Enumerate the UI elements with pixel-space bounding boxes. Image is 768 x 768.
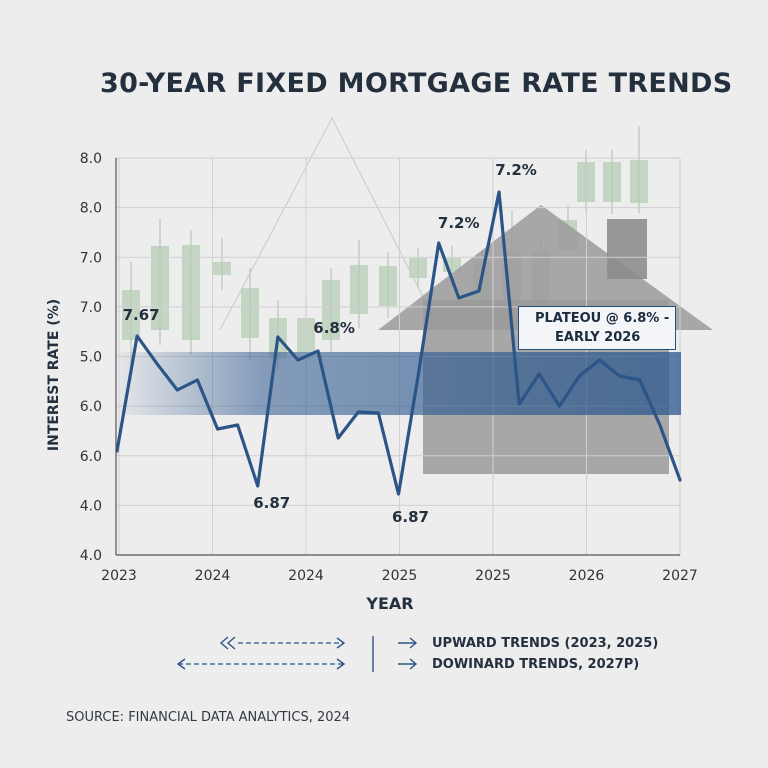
candle-body [350,265,368,314]
house-chimney [607,219,647,279]
data-label: 7.2% [438,214,480,232]
data-label: 6.8% [313,319,355,337]
chevron-left-icon [226,636,236,650]
y-tick-label: 4.0 [80,548,102,564]
candle-body [630,160,648,203]
annotation-line-1: PLATEOU @ 6.8% - [535,311,670,326]
data-label: 7.67 [123,306,160,324]
chevron-left-icon [219,636,229,650]
y-tick-label: 4.0 [80,498,102,514]
y-tick-label: 7.0 [80,250,102,266]
candle-body [322,280,340,340]
y-tick-label: 8.0 [80,151,102,167]
house-roof [378,205,713,330]
candle-body [379,266,397,306]
data-label: 6.87 [392,508,429,526]
annotation-line-2: EARLY 2026 [555,330,641,345]
candle-body [151,246,169,330]
x-axis-title: YEAR [365,594,413,613]
decor-triangle [219,116,441,331]
candle-body [603,162,621,202]
legend-upward-label: UPWARD TRENDS (2023, 2025) [432,636,659,651]
plateau-annotation: PLATEOU @ 6.8% - EARLY 2026 [518,306,676,350]
candle-body [409,258,427,278]
data-label: 7.2% [495,161,537,179]
x-tick-label: 2024 [195,568,231,584]
chart-title: 30-YEAR FIXED MORTGAGE RATE TRENDS [100,68,733,99]
legend-downward-label: DOWINARD TRENDS, 2027P) [432,657,640,672]
arrow-right-icon [336,658,346,670]
x-tick-label: 2023 [101,568,137,584]
y-axis-title: INTEREST RATE (%) [46,299,62,451]
arrow-right-icon [409,658,418,670]
candle-body [122,290,140,340]
y-tick-label: 7.0 [80,300,102,316]
arrow-left-icon [176,658,186,670]
candle-body [213,262,231,275]
y-tick-label: 6.0 [80,449,102,465]
x-tick-label: 2027 [662,568,698,584]
x-tick-label: 2026 [569,568,605,584]
x-tick-label: 2024 [288,568,324,584]
x-tick-label: 2025 [382,568,418,584]
highlight-band [120,352,681,415]
y-tick-label: 5.0 [80,350,102,366]
arrow-right-icon [409,637,418,649]
y-tick-label: 6.0 [80,399,102,415]
y-tick-label: 8.0 [80,201,102,217]
candle-body [182,245,200,340]
candle-body [241,288,259,338]
source-note: SOURCE: FINANCIAL DATA ANALYTICS, 2024 [66,710,351,725]
x-tick-label: 2025 [475,568,511,584]
data-label: 6.87 [253,494,290,512]
arrow-right-icon [336,637,346,649]
